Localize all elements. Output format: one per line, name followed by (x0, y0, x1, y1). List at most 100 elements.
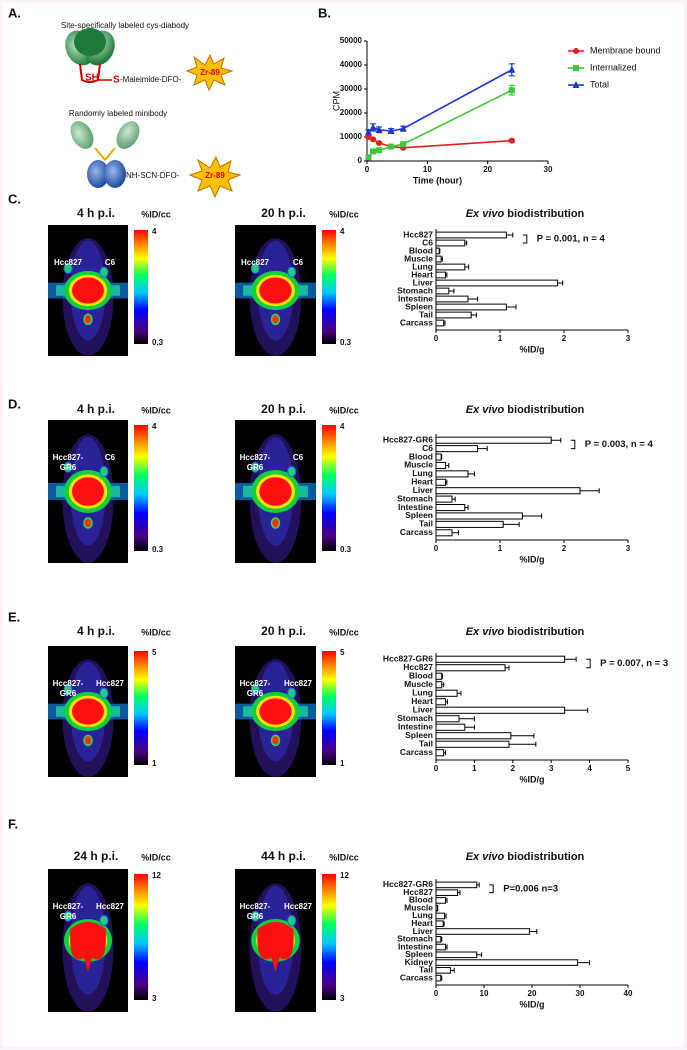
bar (435, 287, 450, 295)
antibody-domain (74, 28, 106, 56)
x-tick-label: 3 (626, 334, 631, 343)
error-bar (448, 288, 455, 294)
x-axis-label: %ID/g (519, 344, 544, 354)
chart-title: Ex vivo biodistribution (466, 626, 585, 638)
error-bar (441, 256, 443, 262)
pet-tumor (250, 461, 260, 473)
y-tick-label: 40000 (340, 60, 363, 69)
error-bar (464, 724, 475, 730)
bar (435, 461, 447, 469)
error-bar (464, 264, 470, 270)
error-bar (510, 733, 535, 739)
bar (435, 723, 466, 731)
bar (435, 436, 552, 444)
y-tick-label: 0 (358, 156, 363, 165)
y-tick-label: Hcc827 (403, 887, 433, 897)
bar (435, 520, 504, 528)
pet-tumor (99, 914, 109, 926)
data-point (376, 140, 383, 146)
significance-bracket (586, 658, 591, 669)
tumor-label: Hcc827 (96, 679, 125, 688)
pet-uptake (70, 921, 106, 972)
pet-uptake (72, 477, 104, 506)
error-bar (457, 890, 461, 896)
x-tick-label: 0 (434, 764, 439, 773)
y-tick-label: Muscle (404, 902, 433, 912)
y-tick-label: Liver (413, 485, 434, 495)
colorbar (134, 651, 148, 765)
x-tick-label: 2 (562, 544, 567, 553)
data-point (375, 125, 383, 133)
legend-marker (572, 81, 580, 88)
error-bar (439, 248, 441, 254)
tumor-label: C6 (105, 258, 116, 267)
tumor-label: C6 (105, 453, 116, 462)
y-tick-label: 20000 (340, 108, 363, 117)
error-bar (459, 716, 475, 722)
pet-tumor (99, 465, 109, 477)
chart-title-italic: Ex vivo (466, 404, 505, 416)
y-tick-label: Lung (412, 468, 433, 478)
pet-tumor (63, 910, 73, 922)
error-bar (445, 897, 448, 903)
error-bar (445, 699, 449, 705)
pet-tumor (287, 914, 297, 926)
bar (435, 263, 466, 271)
significance-bracket (489, 884, 494, 894)
error-bar (464, 240, 468, 246)
bar (435, 698, 447, 706)
bar (435, 943, 447, 951)
chart-title-text: biodistribution (507, 404, 584, 416)
bar (435, 664, 506, 672)
bar (435, 897, 447, 904)
y-tick-label: 10000 (340, 132, 363, 141)
bar (435, 445, 479, 453)
y-tick-label: Tail (419, 309, 433, 319)
panel-label: F. (8, 816, 18, 831)
legend-label: Total (590, 79, 609, 89)
colorbar-max: 4 (152, 422, 157, 431)
pet-tumor (250, 262, 260, 274)
isotope-label: Zr-89 (205, 171, 225, 180)
colorbar-title: %ID/cc (329, 209, 359, 219)
time-label: 44 h p.i. (261, 849, 306, 863)
tumor-label: C6 (293, 258, 304, 267)
x-tick-label: 2 (511, 764, 516, 773)
colorbar-min: 3 (340, 994, 345, 1003)
colorbar-min: 0.3 (340, 545, 352, 554)
error-bar (445, 479, 448, 485)
colorbar-max: 4 (340, 422, 345, 431)
error-bar (577, 960, 591, 966)
panel-label: D. (8, 396, 21, 411)
tumor-label: C6 (293, 453, 304, 462)
x-tick-label: 10 (480, 989, 489, 998)
colorbar (134, 874, 148, 1000)
pet-tumor (287, 687, 297, 699)
time-label: 20 h p.i. (261, 402, 306, 416)
error-bar (468, 471, 475, 477)
tumor-label: Hcc827- (53, 453, 84, 462)
colorbar-max: 4 (152, 227, 157, 236)
colorbar-title: %ID/cc (329, 627, 359, 637)
pet-uptake (270, 517, 281, 529)
y-tick-label: Blood (409, 451, 433, 461)
chart-title-text: biodistribution (507, 851, 584, 863)
y-tick-label: Heart (411, 918, 433, 928)
bar (435, 487, 581, 495)
error-bar (443, 750, 447, 756)
colorbar-min: 0.3 (152, 338, 164, 347)
colorbar-title: %ID/cc (141, 405, 171, 415)
data-point (508, 137, 515, 144)
tumor-label: Hcc827 (241, 258, 270, 267)
tumor-label: GR6 (247, 689, 264, 698)
x-tick-label: 4 (587, 764, 592, 773)
chart-title-italic: Ex vivo (466, 208, 505, 220)
x-tick-label: 20 (528, 989, 537, 998)
antibody-domain (104, 160, 126, 188)
y-tick-label: Lung (412, 910, 433, 920)
bar (435, 655, 566, 663)
annotation: P = 0.003, n = 4 (585, 439, 654, 450)
y-tick-label: C6 (422, 443, 433, 453)
error-bar (443, 320, 446, 326)
y-tick-label: Hcc827 (403, 229, 433, 239)
